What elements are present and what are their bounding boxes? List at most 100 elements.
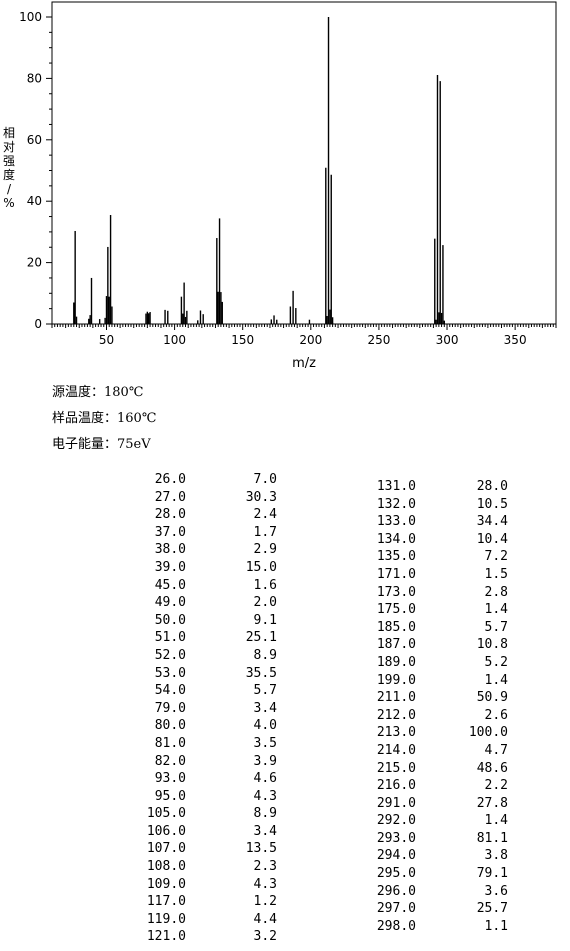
peak-intensity: 81.1 xyxy=(476,830,508,846)
peak-intensity: 1.4 xyxy=(484,672,508,688)
condition-value: 160℃ xyxy=(117,411,157,426)
peak-mz: 39.0 xyxy=(154,559,186,575)
condition-value: 75eV xyxy=(117,437,151,452)
peak-intensity: 48.6 xyxy=(476,760,508,776)
peak-intensity: 8.9 xyxy=(253,806,277,822)
condition-value: 180℃ xyxy=(104,385,144,400)
peak-intensity: 3.5 xyxy=(253,735,277,751)
peak-mz: 45.0 xyxy=(154,577,186,593)
peak-mz: 53.0 xyxy=(154,665,186,681)
peak-intensity: 2.8 xyxy=(484,584,508,600)
peak-intensity: 13.5 xyxy=(245,841,277,857)
peak-mz: 216.0 xyxy=(376,778,416,794)
peak-mz: 119.0 xyxy=(146,911,186,927)
peak-row: 45.0 1.6 xyxy=(120,577,277,595)
peak-mz: 213.0 xyxy=(376,725,416,741)
peak-intensity: 30.3 xyxy=(245,489,277,505)
peak-intensity: 79.1 xyxy=(476,866,508,882)
peak-row: 297.0 25.7 xyxy=(350,900,508,918)
peak-mz: 211.0 xyxy=(376,690,416,706)
peak-intensity: 2.0 xyxy=(253,595,277,611)
peak-row: 79.0 3.4 xyxy=(120,700,277,718)
peak-mz: 199.0 xyxy=(376,672,416,688)
peak-row: 131.0 28.0 xyxy=(350,478,508,496)
peak-row: 187.0 10.8 xyxy=(350,636,508,654)
peak-intensity: 4.6 xyxy=(253,771,277,787)
peak-row: 199.0 1.4 xyxy=(350,672,508,690)
plot-frame xyxy=(51,1,557,325)
peak-mz: 133.0 xyxy=(376,514,416,530)
peak-row: 80.0 4.0 xyxy=(120,717,277,735)
peak-mz: 292.0 xyxy=(376,813,416,829)
condition-label: 源温度： xyxy=(52,385,105,400)
peak-mz: 51.0 xyxy=(154,630,186,646)
y-tick-label: 100 xyxy=(19,10,42,24)
peak-intensity: 1.4 xyxy=(484,813,508,829)
peak-intensity: 3.9 xyxy=(253,753,277,769)
y-axis-label-char: 相 xyxy=(2,126,15,140)
peak-row: 54.0 5.7 xyxy=(120,682,277,700)
peak-mz: 295.0 xyxy=(376,866,416,882)
peak-mz: 107.0 xyxy=(146,841,186,857)
peak-intensity: 50.9 xyxy=(476,690,508,706)
y-tick-label: 20 xyxy=(27,256,42,270)
peak-intensity: 2.9 xyxy=(253,542,277,558)
peak-row: 95.0 4.3 xyxy=(120,788,277,806)
peak-row: 295.0 79.1 xyxy=(350,865,508,883)
peak-row: 105.0 8.9 xyxy=(120,805,277,823)
peak-intensity: 35.5 xyxy=(245,665,277,681)
peak-mz: 38.0 xyxy=(154,542,186,558)
peak-row: 185.0 5.7 xyxy=(350,619,508,637)
y-tick-label: 0 xyxy=(34,317,42,331)
peak-row: 106.0 3.4 xyxy=(120,823,277,841)
peak-row: 38.0 2.9 xyxy=(120,541,277,559)
peak-row: 82.0 3.9 xyxy=(120,753,277,771)
y-axis-label-char: % xyxy=(3,196,15,210)
peak-mz: 171.0 xyxy=(376,566,416,582)
y-axis-label: 相对强度 /% xyxy=(2,126,16,210)
x-tick-label: 250 xyxy=(367,333,390,347)
peak-intensity: 1.7 xyxy=(253,524,277,540)
peak-mz: 93.0 xyxy=(154,771,186,787)
peak-row: 296.0 3.6 xyxy=(350,883,508,901)
peak-mz: 291.0 xyxy=(376,795,416,811)
peak-intensity: 10.5 xyxy=(476,496,508,512)
peak-mz: 135.0 xyxy=(376,549,416,565)
x-tick-label: 300 xyxy=(436,333,459,347)
peak-mz: 185.0 xyxy=(376,619,416,635)
y-tick-label: 60 xyxy=(27,133,42,147)
peak-mz: 296.0 xyxy=(376,883,416,899)
peak-intensity: 3.6 xyxy=(484,883,508,899)
condition-label: 电子能量： xyxy=(52,437,118,452)
peak-mz: 79.0 xyxy=(154,700,186,716)
peak-intensity: 4.3 xyxy=(253,876,277,892)
peak-row: 37.0 1.7 xyxy=(120,524,277,542)
peak-mz: 81.0 xyxy=(154,735,186,751)
peak-row: 132.0 10.5 xyxy=(350,496,508,514)
peak-row: 293.0 81.1 xyxy=(350,830,508,848)
x-axis-label: m/z xyxy=(292,356,316,371)
peak-mz: 215.0 xyxy=(376,760,416,776)
x-axis-ticks: 50 100 150 200 250 300 350 xyxy=(51,324,557,347)
peak-row: 52.0 8.9 xyxy=(120,647,277,665)
peak-row: 26.0 7.0 xyxy=(120,471,277,489)
peak-intensity: 25.7 xyxy=(476,901,508,917)
peak-intensity: 4.7 xyxy=(484,742,508,758)
peak-intensity: 5.7 xyxy=(484,619,508,635)
x-tick-label: 200 xyxy=(299,333,322,347)
condition-row: 源温度：180℃ xyxy=(52,380,156,406)
peak-intensity: 2.2 xyxy=(484,778,508,794)
peak-row: 294.0 3.8 xyxy=(350,847,508,865)
peak-mz: 108.0 xyxy=(146,859,186,875)
peak-row: 213.0 100.0 xyxy=(350,724,508,742)
peak-mz: 297.0 xyxy=(376,901,416,917)
peak-row: 119.0 4.4 xyxy=(120,911,277,929)
peak-intensity: 4.3 xyxy=(253,788,277,804)
peak-intensity: 1.5 xyxy=(484,566,508,582)
y-axis-label-char: 对 xyxy=(2,140,15,154)
y-axis-label-char: 度 xyxy=(2,168,15,182)
peak-mz: 82.0 xyxy=(154,753,186,769)
peak-mz: 134.0 xyxy=(376,531,416,547)
peak-intensity: 8.9 xyxy=(253,647,277,663)
peak-row: 109.0 4.3 xyxy=(120,876,277,894)
